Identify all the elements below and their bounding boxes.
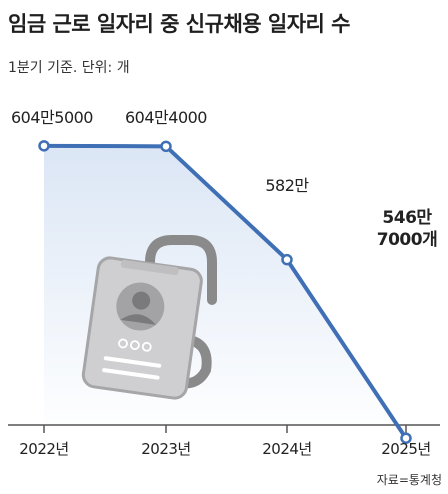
data-label: 604만4000 [125, 108, 207, 127]
x-tick-label: 2023년 [141, 440, 190, 458]
series-line [43, 143, 408, 440]
data-label: 546만 7000개 [377, 208, 437, 250]
x-tick-label: 2024년 [262, 440, 311, 458]
employee-id-badge-icon [81, 235, 217, 400]
source-note: 자료=통계청 [376, 473, 442, 487]
data-point [38, 140, 50, 152]
data-label: 604만5000 [11, 108, 93, 127]
chart-subtitle: 1분기 기준. 단위: 개 [8, 60, 130, 76]
data-label: 582만 [265, 176, 309, 195]
chart-title: 임금 근로 일자리 중 신규채용 일자리 수 [8, 12, 351, 36]
data-point [281, 253, 293, 266]
data-point [400, 432, 412, 444]
x-tick-label: 2025년 [381, 440, 430, 458]
data-point [160, 140, 172, 153]
x-tick-label: 2022년 [19, 440, 68, 458]
